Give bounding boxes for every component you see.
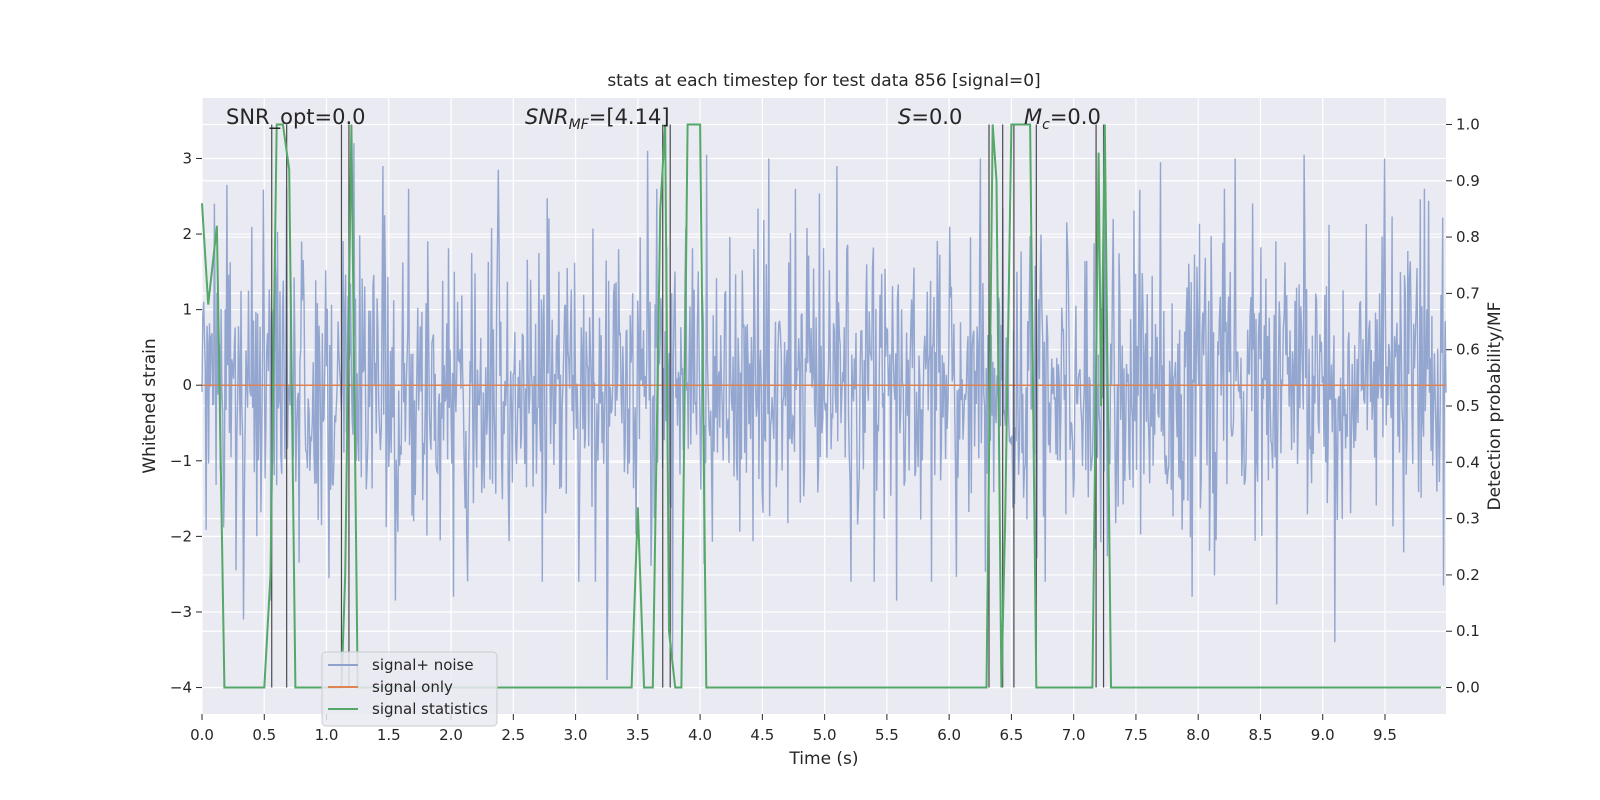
y-tick-label-2: 1 <box>182 301 192 319</box>
x-tick-label-12: 6.0 <box>937 726 961 744</box>
x-tick-label-5: 2.5 <box>501 726 525 744</box>
annotation-s-base: S <box>898 105 911 129</box>
x-tick-label-6: 3.0 <box>564 726 588 744</box>
y-axis-ticks: 3 2 1 0 −1 −2 −3 −4 <box>170 149 202 697</box>
y2-tick-label-9: 0.1 <box>1456 622 1480 640</box>
annotation-s-rest: =0.0 <box>911 105 962 129</box>
y-tick-label-4: −1 <box>170 452 192 470</box>
annotation-mc-rest: =0.0 <box>1050 105 1101 129</box>
x-tick-label-1: 0.5 <box>252 726 276 744</box>
annotation-snr-mf-rest: =[4.14] <box>589 105 670 129</box>
legend-label-noise: signal+ noise <box>372 656 474 674</box>
x-axis-ticks: 0.0 0.5 1.0 1.5 2.0 2.5 3.0 3.5 4.0 4.5 5.0 5.5 6.0 6… <box>190 714 1397 744</box>
legend-box <box>321 651 498 727</box>
x-tick-label-11: 5.5 <box>875 726 899 744</box>
y2-tick-label-0: 1.0 <box>1456 115 1480 133</box>
y2-tick-label-8: 0.2 <box>1456 566 1480 584</box>
y-tick-label-5: −2 <box>170 527 192 545</box>
y2-tick-label-6: 0.4 <box>1456 453 1480 471</box>
y2-tick-label-1: 0.9 <box>1456 172 1480 190</box>
noise-series <box>201 143 1447 681</box>
legend: signal+ noise signal only signal statist… <box>321 651 498 727</box>
x-tick-label-3: 1.5 <box>377 726 401 744</box>
x-tick-label-0: 0.0 <box>190 726 214 744</box>
y-tick-label-3: 0 <box>182 376 192 394</box>
x-axis-label: Time (s) <box>788 749 858 769</box>
chart-title: stats at each timestep for test data 856… <box>607 71 1040 91</box>
y-axis-label: Whitened strain <box>140 338 160 473</box>
annotation-snr-mf: SNRMF=[4.14] <box>525 105 670 133</box>
y2-tick-label-10: 0.0 <box>1456 679 1480 697</box>
legend-label-signal-only: signal only <box>372 678 453 696</box>
y2-tick-label-2: 0.8 <box>1456 228 1480 246</box>
annotation-mc-base: M <box>1024 105 1042 129</box>
x-tick-label-16: 8.0 <box>1186 726 1210 744</box>
y-tick-label-7: −4 <box>170 679 192 697</box>
x-tick-label-19: 9.5 <box>1373 726 1397 744</box>
annotation-mc-sub: c <box>1042 117 1050 133</box>
annotation-mc: Mc=0.0 <box>1024 105 1101 133</box>
x-tick-label-13: 6.5 <box>999 726 1023 744</box>
x-tick-label-14: 7.0 <box>1062 726 1086 744</box>
annotation-snr-mf-sub: MF <box>569 117 590 133</box>
legend-label-statistics: signal statistics <box>372 700 488 718</box>
x-tick-label-4: 2.0 <box>439 726 463 744</box>
y2-axis-label: Detection probability/MF <box>1485 302 1505 511</box>
x-tick-label-2: 1.0 <box>315 726 339 744</box>
x-tick-label-10: 5.0 <box>813 726 837 744</box>
signal-statistics-line <box>201 123 1441 689</box>
y2-tick-label-4: 0.6 <box>1456 341 1480 359</box>
x-tick-label-8: 4.0 <box>688 726 712 744</box>
x-tick-label-15: 7.5 <box>1124 726 1148 744</box>
x-tick-label-17: 8.5 <box>1249 726 1273 744</box>
y-tick-label-1: 2 <box>182 225 192 243</box>
y2-tick-label-3: 0.7 <box>1456 284 1480 302</box>
y2-axis-ticks: 1.0 0.9 0.8 0.7 0.6 0.5 0.4 0.3 0.2 0.1 0.0 <box>1446 115 1480 697</box>
y-tick-label-0: 3 <box>182 149 192 167</box>
y2-tick-label-5: 0.5 <box>1456 397 1480 415</box>
annotation-snr-mf-base: SNR <box>525 105 569 129</box>
x-tick-label-18: 9.0 <box>1311 726 1335 744</box>
annotation-snr-opt: SNR_opt=0.0 <box>226 105 366 130</box>
y2-tick-label-7: 0.3 <box>1456 510 1480 528</box>
x-tick-label-9: 4.5 <box>750 726 774 744</box>
x-tick-label-7: 3.5 <box>626 726 650 744</box>
annotation-s: S=0.0 <box>898 105 962 129</box>
y-tick-label-6: −3 <box>170 603 192 621</box>
noise-line <box>201 143 1447 681</box>
